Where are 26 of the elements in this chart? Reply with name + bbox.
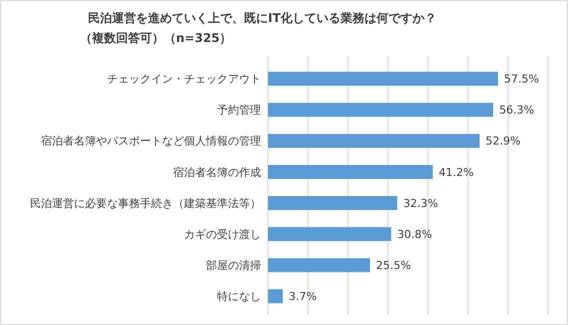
y-tick-label: カギの受け渡し (184, 228, 261, 241)
y-tick-label: 特になし (217, 290, 261, 304)
data-label: 56.3% (499, 104, 534, 117)
bar (268, 289, 283, 304)
bar (268, 72, 498, 86)
bar (268, 164, 433, 179)
data-label: 32.3% (403, 196, 438, 210)
data-label: 3.7% (288, 290, 317, 304)
data-label: 30.8% (397, 228, 432, 241)
y-tick-label: 部屋の清掃 (206, 259, 261, 272)
y-tick-label: チェックイン・チェックアウト (107, 72, 261, 86)
data-label: 57.5% (504, 72, 539, 86)
data-label: 41.2% (438, 166, 474, 179)
bar (268, 258, 370, 272)
y-tick-label: 宿泊者名簿の作成 (173, 166, 261, 179)
bar (268, 227, 392, 242)
y-tick-label: 民泊運営に必要な事務手続き（建築基準法等） (30, 196, 261, 210)
text: （複数回答可）（n=325） (80, 31, 232, 45)
y-tick-label: 宿泊者名簿やパスポートなど個人情報の管理 (41, 134, 261, 148)
bar (268, 134, 480, 148)
chart-title: 民泊運営を進めていく上で、既にIT化している業務は何ですか？ (88, 11, 437, 25)
y-tick-label: 予約管理 (217, 104, 261, 117)
bar (268, 196, 398, 210)
bar (268, 102, 494, 117)
data-label: 25.5% (376, 259, 411, 272)
data-label: 52.9% (486, 134, 521, 148)
